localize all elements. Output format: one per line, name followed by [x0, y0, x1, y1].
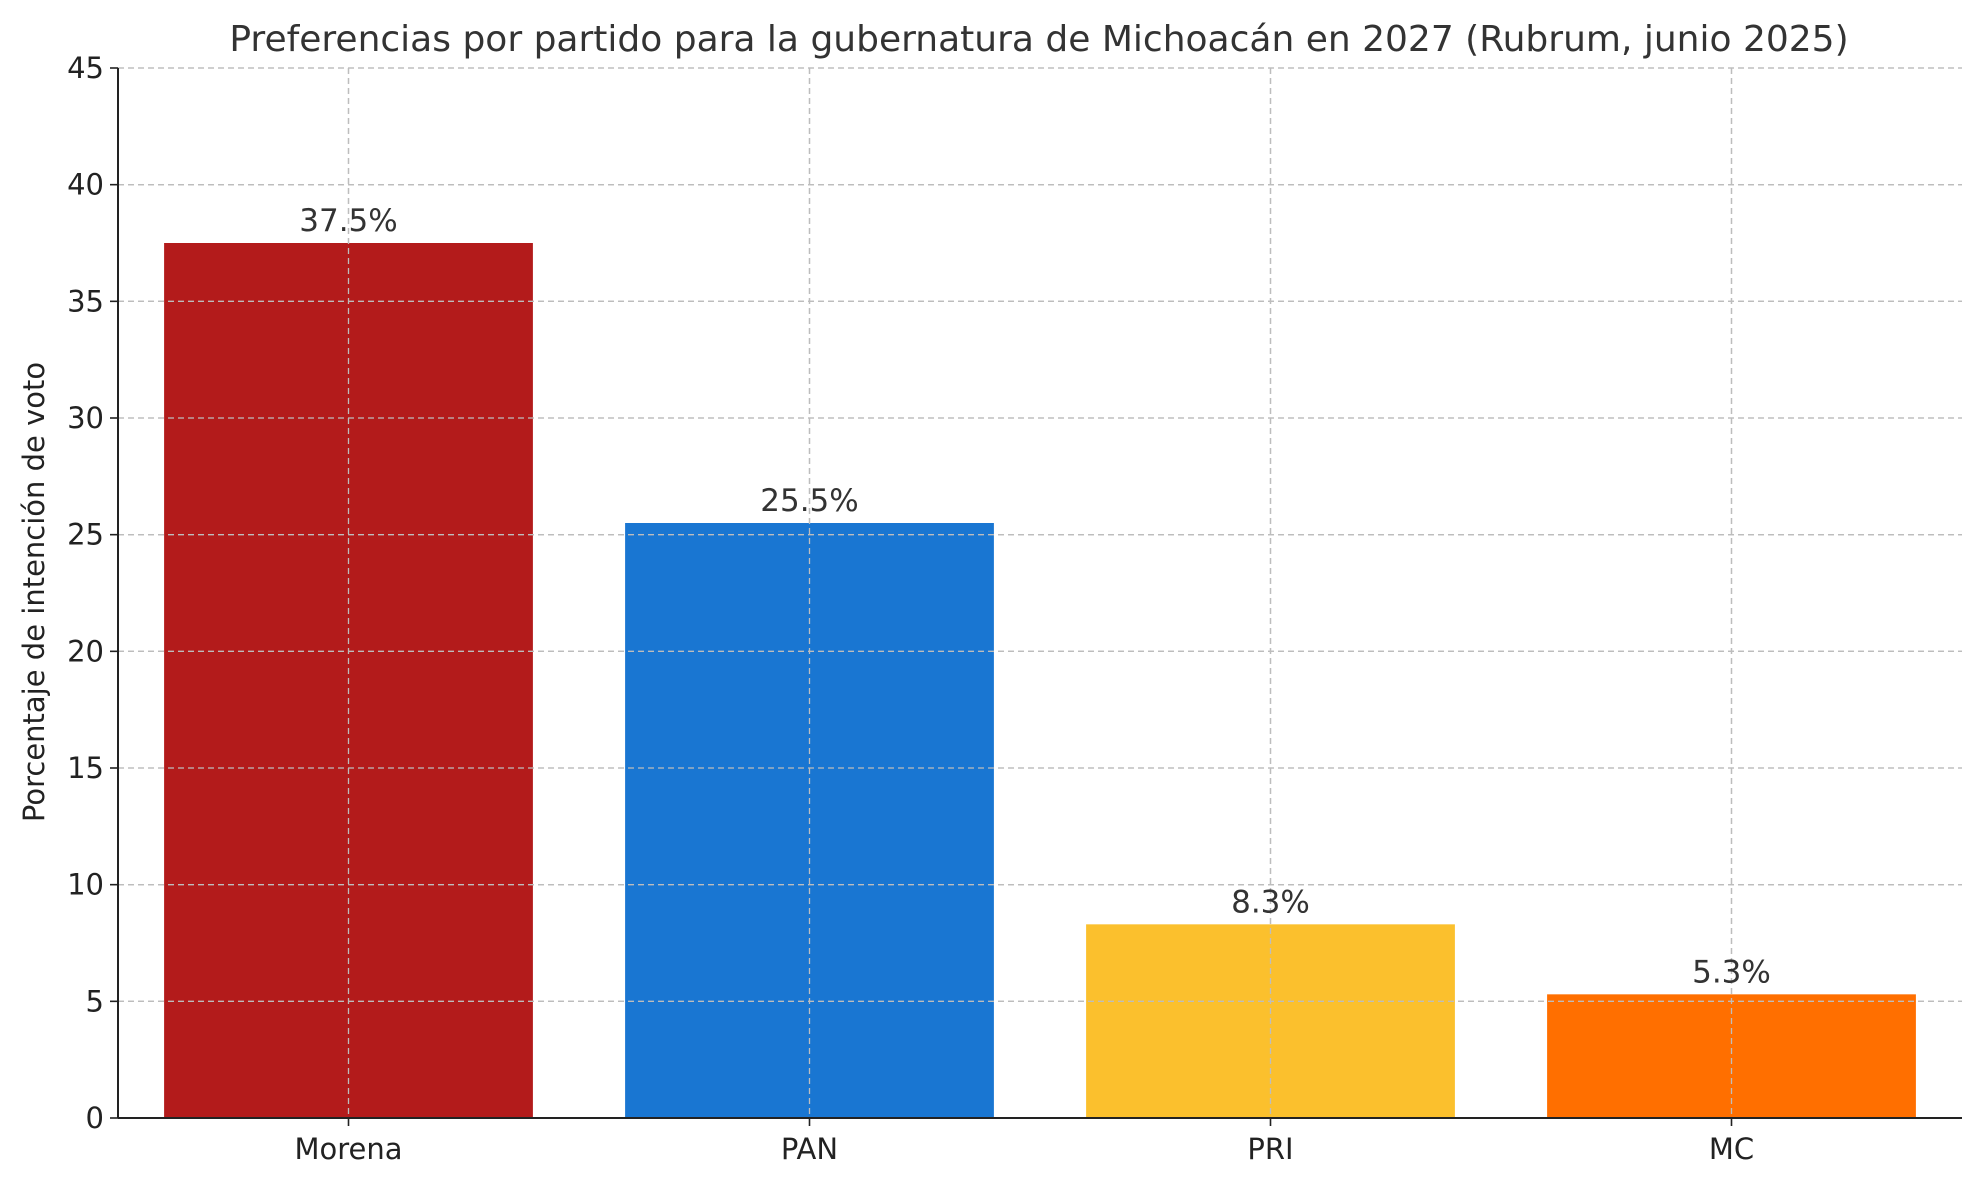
bars [118, 67, 1962, 1118]
x-ticks: Morena PAN PRI MC [294, 1118, 1754, 1166]
y-tick-label: 5 [86, 984, 104, 1018]
x-grid [347, 68, 1733, 1118]
y-axis-label: Porcentaje de intención de voto [17, 362, 51, 822]
x-tick-label-mc: MC [1709, 1132, 1754, 1166]
y-tick-label: 10 [67, 868, 104, 902]
data-label-mc: 5.3% [1692, 954, 1771, 990]
x-tick-label-morena: Morena [294, 1132, 402, 1166]
y-tick-label: 40 [67, 168, 104, 202]
bar-mc [1547, 994, 1916, 1118]
y-tick-label: 20 [67, 634, 104, 668]
y-ticks: 0 5 10 15 20 25 30 35 40 45 [67, 51, 118, 1135]
y-tick-label: 25 [67, 518, 104, 552]
data-labels: 37.5% 25.5% 8.3% 5.3% [299, 203, 1771, 990]
y-tick-label: 35 [67, 284, 104, 318]
data-label-pan: 25.5% [760, 483, 858, 519]
y-tick-label: 30 [67, 401, 104, 435]
data-label-morena: 37.5% [299, 203, 397, 239]
data-label-pri: 8.3% [1231, 884, 1310, 920]
y-tick-label: 0 [86, 1101, 104, 1135]
y-tick-label: 45 [67, 51, 104, 85]
x-tick-label-pri: PRI [1247, 1132, 1293, 1166]
x-tick-label-pan: PAN [781, 1132, 838, 1166]
y-tick-label: 15 [67, 751, 104, 785]
axes [117, 68, 1962, 1119]
chart-title: Preferencias por partido para la guberna… [229, 19, 1848, 60]
